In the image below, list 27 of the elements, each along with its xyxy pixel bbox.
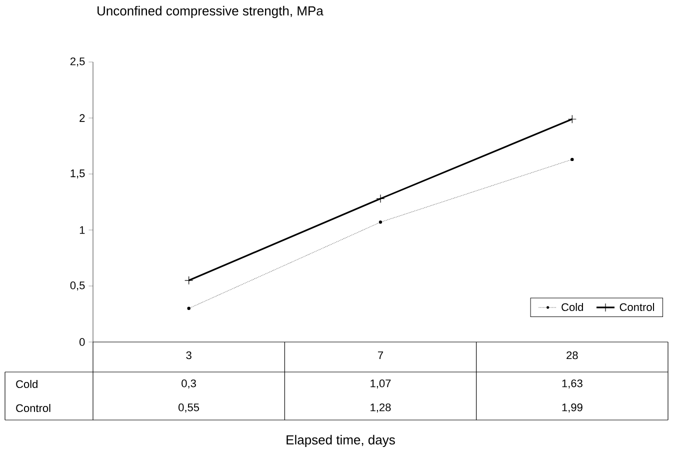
text: Control — [16, 404, 50, 412]
text: Elapsed time, days — [286, 434, 395, 448]
point — [376, 194, 385, 203]
data-label: 0,3 — [182, 379, 196, 389]
y-tick-label: 1 — [80, 226, 85, 234]
data-label: 1,63 — [562, 379, 582, 389]
x-tick-label: 3 — [186, 351, 192, 360]
data-label: 1,99 — [562, 403, 582, 413]
text: Cold — [16, 380, 38, 388]
data-label: 1,28 — [370, 403, 391, 413]
y-tick-label: 0 — [80, 338, 85, 346]
y-tick-label: 2,5 — [70, 57, 85, 67]
y-tick-label: 2 — [80, 114, 85, 122]
point — [378, 220, 382, 224]
legend-label: Control — [620, 302, 654, 312]
data-label: 1,07 — [370, 379, 391, 389]
y-tick-label: 1,5 — [70, 170, 85, 178]
x-tick-label: 7 — [378, 351, 384, 360]
point — [187, 306, 190, 310]
x-tick-label: 28 — [566, 351, 578, 360]
point — [568, 114, 576, 124]
point — [184, 276, 194, 285]
point — [570, 158, 574, 162]
data-label: 0,55 — [178, 403, 200, 413]
y-tick-label: 0,5 — [70, 281, 85, 291]
legend-label: Cold — [562, 302, 583, 312]
y-axis-title: Unconfined compressive strength, MPa — [98, 6, 324, 18]
